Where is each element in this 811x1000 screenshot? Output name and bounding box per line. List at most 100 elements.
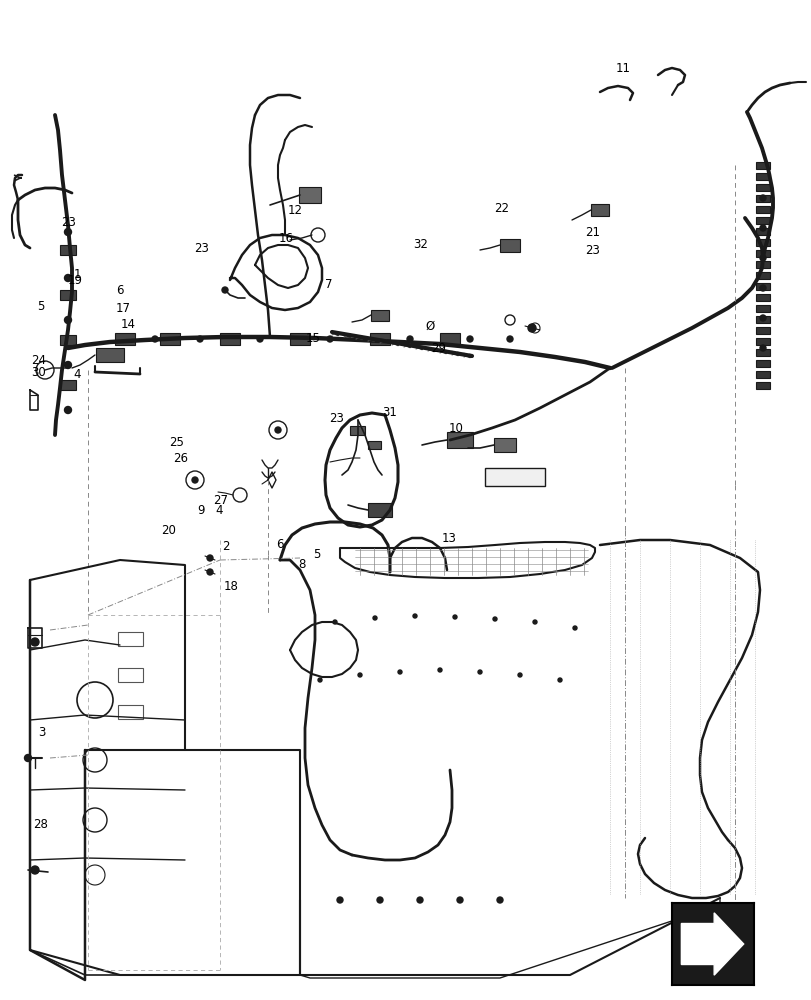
Bar (118, 705, 143, 719)
Text: 5: 5 (312, 548, 320, 561)
Bar (755, 370, 769, 377)
Text: 30: 30 (31, 365, 45, 378)
Bar (60, 380, 76, 390)
Bar (755, 194, 769, 202)
Bar (755, 316, 769, 322)
Bar (755, 184, 769, 191)
Text: 23: 23 (585, 243, 599, 256)
Bar (755, 162, 769, 169)
Bar (440, 333, 460, 345)
Text: 24: 24 (31, 354, 45, 366)
Circle shape (478, 670, 482, 674)
Circle shape (318, 678, 322, 682)
Circle shape (64, 406, 71, 414)
Bar (755, 217, 769, 224)
Circle shape (275, 427, 281, 433)
Circle shape (207, 555, 212, 561)
Text: 17: 17 (116, 302, 131, 315)
Circle shape (759, 285, 765, 291)
Text: 29: 29 (431, 342, 445, 355)
Bar (368, 441, 381, 449)
Bar (371, 310, 388, 320)
Circle shape (257, 336, 263, 342)
Circle shape (417, 897, 423, 903)
Circle shape (333, 620, 337, 624)
Bar (118, 668, 143, 682)
Circle shape (24, 754, 32, 762)
Bar (755, 349, 769, 356)
Bar (755, 173, 769, 180)
Polygon shape (677, 910, 746, 978)
Text: 1: 1 (73, 268, 81, 282)
Circle shape (457, 897, 462, 903)
Circle shape (532, 620, 536, 624)
Bar (755, 338, 769, 344)
Bar (755, 326, 769, 334)
Circle shape (496, 897, 502, 903)
Circle shape (517, 673, 521, 677)
Circle shape (573, 626, 577, 630)
Text: 25: 25 (169, 436, 184, 448)
Circle shape (64, 229, 71, 235)
Circle shape (197, 336, 203, 342)
Bar (755, 260, 769, 267)
Circle shape (759, 225, 765, 231)
Text: 16: 16 (278, 232, 293, 244)
Circle shape (358, 673, 362, 677)
Text: 26: 26 (173, 452, 187, 464)
Circle shape (64, 274, 71, 282)
Circle shape (492, 617, 496, 621)
Bar (755, 228, 769, 234)
Text: 28: 28 (33, 818, 48, 831)
Circle shape (64, 361, 71, 368)
Bar (115, 333, 135, 345)
Text: 22: 22 (494, 202, 508, 215)
Bar (755, 381, 769, 388)
Bar (96, 348, 124, 362)
Circle shape (466, 336, 473, 342)
Circle shape (31, 866, 39, 874)
Text: 6: 6 (276, 538, 284, 551)
Circle shape (506, 336, 513, 342)
Circle shape (64, 316, 71, 324)
Circle shape (406, 336, 413, 342)
Text: 32: 32 (413, 238, 427, 251)
Text: 10: 10 (448, 422, 463, 434)
Text: 18: 18 (224, 580, 238, 593)
Text: 8: 8 (298, 558, 306, 572)
Polygon shape (680, 913, 743, 975)
Circle shape (557, 678, 561, 682)
Text: 31: 31 (382, 406, 397, 418)
Bar (500, 238, 519, 251)
Bar (755, 249, 769, 256)
Bar (493, 438, 515, 452)
Text: 9: 9 (197, 504, 205, 516)
Circle shape (759, 345, 765, 351)
Text: 3: 3 (38, 726, 46, 738)
Text: 20: 20 (161, 524, 175, 536)
Bar (350, 426, 365, 434)
Text: Ø: Ø (425, 320, 435, 332)
Text: 2: 2 (221, 540, 230, 553)
Circle shape (759, 195, 765, 201)
Bar (446, 432, 473, 448)
Circle shape (759, 255, 765, 261)
Circle shape (31, 638, 39, 646)
Bar (755, 206, 769, 213)
Bar (755, 282, 769, 290)
Text: 15: 15 (305, 332, 320, 344)
Bar (590, 204, 608, 216)
Circle shape (221, 287, 228, 293)
Text: 19: 19 (68, 273, 83, 286)
Bar (290, 333, 310, 345)
Text: 14: 14 (121, 318, 135, 330)
Bar (60, 245, 76, 255)
Bar (484, 468, 544, 486)
Text: 27: 27 (213, 493, 228, 506)
Circle shape (376, 897, 383, 903)
Circle shape (437, 668, 441, 672)
Bar (755, 294, 769, 300)
Text: 12: 12 (287, 204, 302, 217)
Circle shape (527, 324, 535, 332)
Circle shape (397, 670, 401, 674)
